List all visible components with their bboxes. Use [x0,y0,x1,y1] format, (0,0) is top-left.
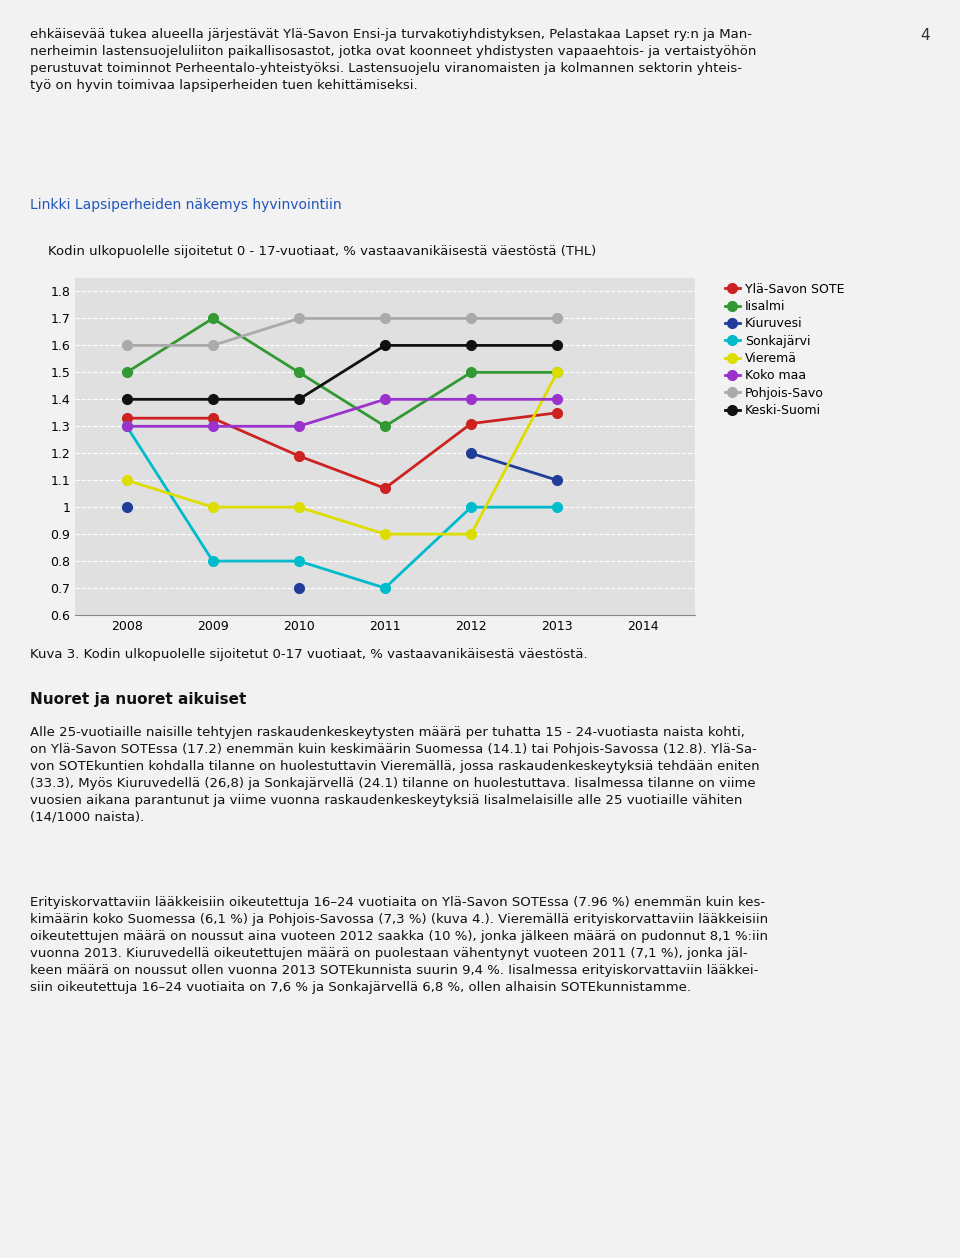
Text: Kuva 3. Kodin ulkopuolelle sijoitetut 0-17 vuotiaat, % vastaavanikäisestä väestö: Kuva 3. Kodin ulkopuolelle sijoitetut 0-… [30,648,588,660]
Text: Kodin ulkopuolelle sijoitetut 0 - 17-vuotiaat, % vastaavanikäisestä väestöstä (T: Kodin ulkopuolelle sijoitetut 0 - 17-vuo… [48,245,596,258]
Legend: Ylä-Savon SOTE, Iisalmi, Kiuruvesi, Sonkajärvi, Vieremä, Koko maa, Pohjois-Savo,: Ylä-Savon SOTE, Iisalmi, Kiuruvesi, Sonk… [720,278,850,423]
Text: Erityiskorvattaviin lääkkeisiin oikeutettuja 16–24 vuotiaita on Ylä-Savon SOTEss: Erityiskorvattaviin lääkkeisiin oikeutet… [30,896,768,994]
Text: Nuoret ja nuoret aikuiset: Nuoret ja nuoret aikuiset [30,692,247,707]
Text: Linkki Lapsiperheiden näkemys hyvinvointiin: Linkki Lapsiperheiden näkemys hyvinvoint… [30,198,342,213]
Text: 4: 4 [921,28,930,43]
Text: ehkäisevää tukea alueella järjestävät Ylä-Savon Ensi-ja turvakotiyhdistyksen, Pe: ehkäisevää tukea alueella järjestävät Yl… [30,28,756,92]
Text: Alle 25-vuotiaille naisille tehtyjen raskaudenkeskeytysten määrä per tuhatta 15 : Alle 25-vuotiaille naisille tehtyjen ras… [30,726,759,824]
